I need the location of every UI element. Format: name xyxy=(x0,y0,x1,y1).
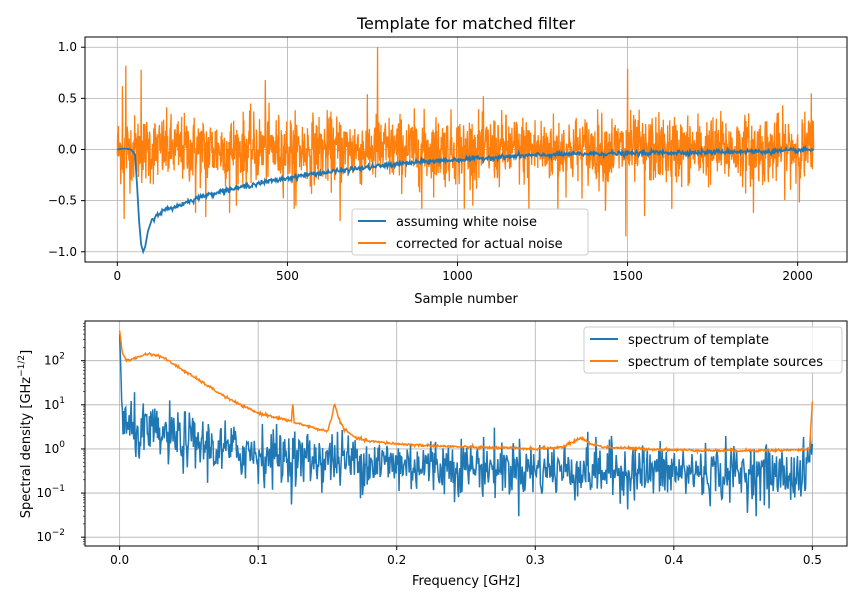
top-y-tick-label: 0.5 xyxy=(58,91,77,105)
bottom-x-tick-label: 0.1 xyxy=(249,553,268,567)
top-y-tick-label: 0.0 xyxy=(58,143,77,157)
bottom-x-tick-label: 0.3 xyxy=(526,553,545,567)
bottom-series-template-line xyxy=(118,334,814,517)
bottom-x-tick-label: 0.4 xyxy=(664,553,683,567)
top-y-tick-label: −0.5 xyxy=(48,194,77,208)
top-x-tick-label: 0 xyxy=(113,269,121,283)
bottom-y-axis-label-suffix: ] xyxy=(19,350,34,355)
bottom-series xyxy=(118,330,814,517)
bottom-legend: spectrum of template spectrum of templat… xyxy=(583,326,843,374)
top-x-tick-label: 2000 xyxy=(782,269,813,283)
top-x-tick-label: 1000 xyxy=(442,269,473,283)
bottom-legend-label-sources: spectrum of template sources xyxy=(628,355,823,370)
bottom-y-tick-label: 102 xyxy=(44,352,65,368)
bottom-x-tick-label: 0.0 xyxy=(110,553,129,567)
top-legend: assuming white noise corrected for actua… xyxy=(351,208,589,256)
top-legend-box xyxy=(351,208,589,256)
top-series-white-noise-line xyxy=(117,144,815,255)
top-x-axis-label: Sample number xyxy=(414,292,518,307)
bottom-chart: 0.0 0.1 0.2 0.3 0.4 0.5 10−2 10−1 100 101 102 Freq… xyxy=(17,320,848,589)
top-legend-label-actual-noise: corrected for actual noise xyxy=(396,237,563,252)
top-x-tick-label: 500 xyxy=(276,269,299,283)
bottom-y-tick-label: 10−2 xyxy=(36,528,65,544)
bottom-plot-frame xyxy=(84,320,848,547)
top-series xyxy=(116,47,815,255)
bottom-y-axis-label: Spectral density [GHz−1/2] xyxy=(17,350,34,518)
bottom-x-axis-label: Frequency [GHz] xyxy=(412,574,520,589)
bottom-y-tick-label: 10−1 xyxy=(36,484,65,500)
top-x-tick-label: 1500 xyxy=(612,269,643,283)
bottom-x-tick-label: 0.5 xyxy=(803,553,822,567)
bottom-y-tick-label: 101 xyxy=(44,396,65,412)
top-chart: Template for matched filter 0 500 1000 1500… xyxy=(48,14,848,307)
bottom-legend-label-template: spectrum of template xyxy=(628,333,769,348)
bottom-x-tick-label: 0.2 xyxy=(387,553,406,567)
bottom-legend-box xyxy=(583,326,843,374)
top-series-actual-noise-line xyxy=(116,47,815,237)
top-legend-label-white-noise: assuming white noise xyxy=(396,215,537,230)
bottom-y-axis-label-exponent: −1/2 xyxy=(17,355,27,377)
bottom-y-axis-label-prefix: Spectral density [GHz xyxy=(19,377,34,519)
bottom-y-tick-label: 100 xyxy=(44,440,65,456)
top-chart-title: Template for matched filter xyxy=(356,14,576,33)
top-y-tick-label: −1.0 xyxy=(48,245,77,259)
top-ticks: 0 500 1000 1500 2000 −1.0 −0.5 0.0 0.5 1.0 xyxy=(48,40,813,283)
bottom-series-sources-line xyxy=(118,330,814,455)
bottom-ticks: 0.0 0.1 0.2 0.3 0.4 0.5 10−2 10−1 100 101 102 xyxy=(36,323,822,567)
top-y-tick-label: 1.0 xyxy=(58,40,77,54)
